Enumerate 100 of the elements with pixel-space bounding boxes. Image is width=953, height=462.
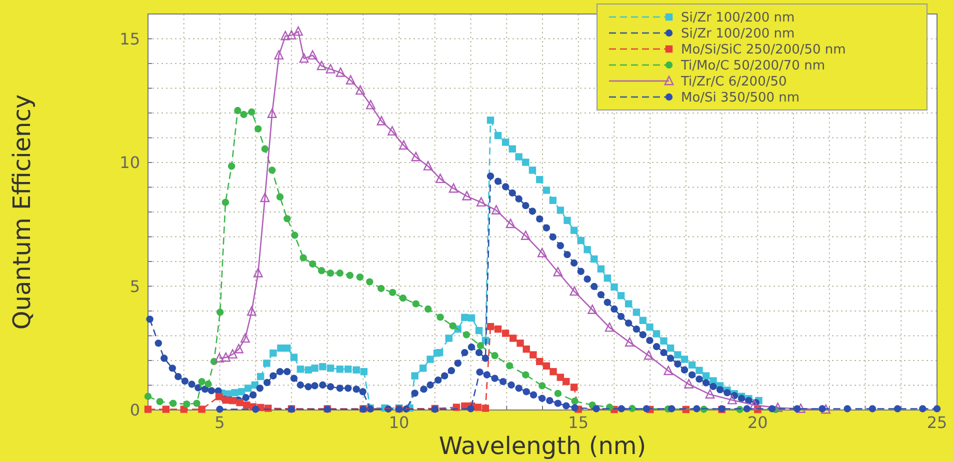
point: [452, 404, 460, 411]
point: [492, 205, 501, 214]
y-tick-label: 10: [120, 153, 140, 172]
x-tick-label: 20: [748, 413, 768, 432]
point: [222, 198, 230, 206]
point: [506, 218, 516, 228]
point: [794, 405, 801, 412]
y-tick-label: 5: [130, 276, 140, 296]
point: [156, 398, 164, 406]
point: [308, 50, 318, 60]
point: [546, 396, 554, 404]
point: [743, 405, 751, 412]
point: [424, 305, 432, 313]
point: [821, 404, 831, 414]
x-tick-label: 10: [388, 413, 410, 432]
point: [522, 388, 530, 396]
point: [542, 362, 550, 370]
point: [537, 248, 547, 258]
point: [592, 405, 600, 412]
point: [326, 64, 336, 74]
point: [280, 30, 290, 40]
point: [474, 404, 482, 411]
point: [571, 404, 578, 412]
point: [515, 384, 522, 392]
point: [516, 340, 524, 347]
point: [448, 183, 458, 193]
point: [229, 396, 236, 404]
point: [502, 330, 510, 337]
legend-label: Mo/Si 350/500 nm: [681, 90, 800, 106]
point: [252, 406, 260, 413]
point: [554, 400, 562, 407]
point: [499, 378, 507, 386]
point: [214, 353, 224, 362]
point: [571, 397, 578, 405]
point: [423, 161, 433, 170]
x-tick-label: 5: [214, 413, 225, 432]
point: [162, 406, 170, 413]
legend-label: Mo/Si/SiC 250/200/50 nm: [681, 42, 846, 58]
point: [366, 278, 374, 286]
point: [868, 405, 876, 412]
point: [570, 286, 580, 296]
x-tick-label: 25: [926, 413, 948, 432]
point: [553, 266, 563, 276]
point: [144, 392, 152, 400]
point: [618, 405, 625, 412]
point: [818, 405, 826, 412]
point: [509, 334, 517, 342]
point: [236, 398, 244, 406]
point: [570, 384, 578, 391]
point: [316, 60, 326, 70]
point: [294, 26, 303, 36]
point: [796, 404, 806, 413]
point: [506, 362, 514, 370]
point: [483, 371, 491, 378]
point: [411, 152, 421, 162]
point: [299, 53, 309, 63]
point: [221, 352, 231, 362]
point: [476, 197, 486, 207]
point: [284, 215, 291, 222]
point: [183, 400, 190, 408]
point: [260, 192, 270, 202]
point: [491, 352, 498, 360]
point: [240, 110, 248, 118]
point: [388, 126, 397, 136]
point: [356, 85, 366, 95]
point: [684, 379, 694, 388]
point: [198, 378, 206, 386]
legend-label: Ti/Zr/C 6/200/50: [680, 74, 787, 90]
point: [844, 405, 851, 412]
point: [668, 405, 676, 412]
point: [198, 406, 206, 413]
point: [642, 405, 650, 412]
point: [276, 193, 284, 200]
point: [494, 325, 502, 333]
point: [216, 308, 224, 316]
point: [728, 394, 737, 404]
y-axis-title: Quantum Efficiency: [8, 94, 36, 330]
point: [449, 322, 456, 330]
point: [467, 405, 474, 412]
point: [554, 390, 562, 398]
point: [588, 304, 598, 314]
point: [550, 368, 557, 376]
point: [228, 349, 238, 359]
point: [204, 380, 212, 388]
point: [773, 402, 782, 412]
point: [462, 190, 472, 200]
point: [491, 374, 498, 382]
point: [248, 108, 256, 116]
legend-label: Si/Zr 100/200 nm: [681, 10, 795, 26]
point: [170, 400, 177, 407]
point: [486, 322, 494, 330]
point: [530, 391, 538, 398]
point: [462, 331, 470, 338]
point: [538, 394, 546, 402]
point: [508, 381, 515, 389]
point: [933, 405, 941, 412]
x-tick-label: 15: [568, 413, 589, 432]
point: [261, 145, 269, 152]
point: [556, 374, 564, 381]
point: [336, 270, 344, 277]
